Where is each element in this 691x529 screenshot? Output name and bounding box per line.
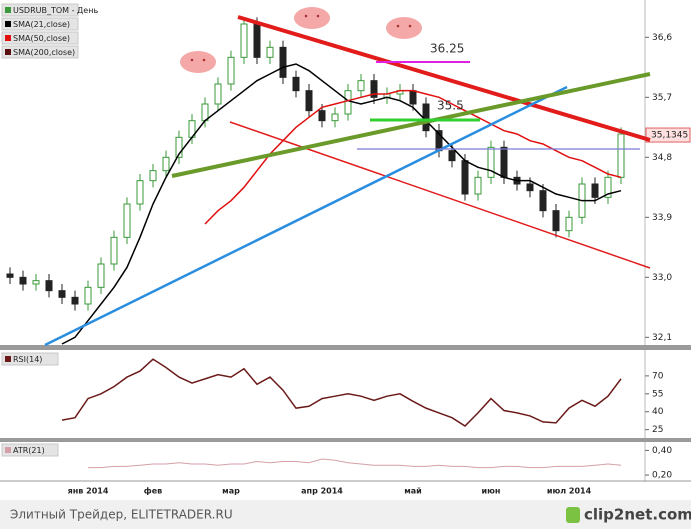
face-markers xyxy=(180,7,422,73)
x-tick-label: янв 2014 xyxy=(68,487,109,496)
trend-lines xyxy=(44,15,651,347)
watermark: Элитный Трейдер, ELITETRADER.RU xyxy=(10,508,233,522)
legend-swatch xyxy=(5,35,11,41)
panel-separator xyxy=(0,438,691,442)
y-tick-label: 35,7 xyxy=(652,93,672,103)
legend-box xyxy=(1,45,79,59)
candle-body xyxy=(565,216,573,232)
sma-line xyxy=(61,63,622,345)
indicator-line xyxy=(61,358,622,428)
candle-body xyxy=(227,56,235,85)
candle-body xyxy=(526,183,534,192)
candle-body xyxy=(591,183,599,198)
legend-swatch xyxy=(5,21,11,27)
candle-body xyxy=(370,80,378,98)
legend-label: USDRUB_TOM - День xyxy=(13,6,98,15)
indicator-swatch xyxy=(5,447,11,453)
candle-body xyxy=(240,23,248,58)
legend-label: SMA(200,close) xyxy=(13,48,75,57)
y-tick-label: 36,6 xyxy=(652,33,672,43)
candle-body xyxy=(474,176,482,195)
candle-body xyxy=(279,46,287,78)
legend-box xyxy=(1,17,79,31)
candle-body xyxy=(500,146,508,178)
candle-body xyxy=(552,210,560,232)
candle-body xyxy=(123,203,131,238)
candle-body xyxy=(58,290,66,298)
logo: clip2net.com xyxy=(584,506,691,524)
candle-body xyxy=(305,90,313,112)
legend-swatch xyxy=(5,49,11,55)
x-tick-label: июл 2014 xyxy=(547,487,592,496)
panel-separator xyxy=(0,345,691,350)
candle-body xyxy=(604,176,612,198)
candle-body xyxy=(19,276,27,285)
candle-body xyxy=(110,236,118,265)
indicator-title: ATR(21) xyxy=(13,446,45,455)
candle-body xyxy=(97,263,105,288)
candle-body xyxy=(6,273,14,278)
y-tick-label: 0,40 xyxy=(652,446,672,456)
indicator-title-box xyxy=(1,352,59,366)
candle-body xyxy=(162,156,170,172)
candle-body xyxy=(357,80,365,92)
x-tick-label: июн xyxy=(482,487,501,496)
candle-body xyxy=(136,180,144,205)
y-tick-label: 70 xyxy=(652,371,664,381)
candle-body xyxy=(487,146,495,178)
candle-body xyxy=(266,46,274,58)
candle-body xyxy=(331,113,339,122)
candle-body xyxy=(175,136,183,158)
x-tick-label: май xyxy=(404,487,422,496)
legend-label: SMA(21,close) xyxy=(13,20,70,29)
y-tick-label: 33,0 xyxy=(652,273,672,283)
last-price-box xyxy=(645,127,691,143)
legend-swatch xyxy=(5,7,11,13)
y-tick-label: 55 xyxy=(652,389,663,399)
legend-box xyxy=(1,31,79,45)
last-price-label: 35,1345 xyxy=(651,131,688,141)
candle-body xyxy=(422,103,430,132)
candle-body xyxy=(71,296,79,305)
y-tick-label: 33,9 xyxy=(652,213,672,223)
indicator-swatch xyxy=(5,356,11,362)
candle-body xyxy=(448,150,456,162)
indicator-line xyxy=(88,458,622,469)
main-plot: 36,6 35,7 34,8 33,9 33,0 32,1 янв 2014 фев мар ап… xyxy=(1,3,691,496)
x-tick-label: мар xyxy=(222,487,240,496)
y-tick-label: 40 xyxy=(652,407,664,417)
indicator-title-box xyxy=(1,443,59,457)
x-tick-label: фев xyxy=(144,487,162,496)
candle-body xyxy=(617,133,625,178)
candle-body xyxy=(32,280,40,285)
candle-body xyxy=(344,90,352,115)
x-tick-label: апр 2014 xyxy=(301,487,343,496)
candle-body xyxy=(409,90,417,105)
candle-body xyxy=(84,286,92,305)
y-tick-label: 32,1 xyxy=(652,333,672,343)
candle-body xyxy=(149,170,157,182)
logo-icon xyxy=(566,507,580,523)
candle-body xyxy=(253,23,261,58)
candle-body xyxy=(45,280,53,292)
annotation: 35.5 xyxy=(437,99,464,113)
legend-label: SMA(50,close) xyxy=(13,34,70,43)
y-tick-label: 25 xyxy=(652,425,663,435)
candle-body xyxy=(539,190,547,212)
candle-body xyxy=(292,76,300,92)
candle-body xyxy=(214,83,222,105)
candle-body xyxy=(318,110,326,122)
legend-box xyxy=(1,3,79,17)
candle-body xyxy=(461,160,469,195)
y-tick-label: 34,8 xyxy=(652,153,672,163)
annotation: 36.25 xyxy=(430,42,464,56)
y-tick-label: 0,20 xyxy=(652,471,672,481)
indicator-title: RSI(14) xyxy=(13,355,42,364)
